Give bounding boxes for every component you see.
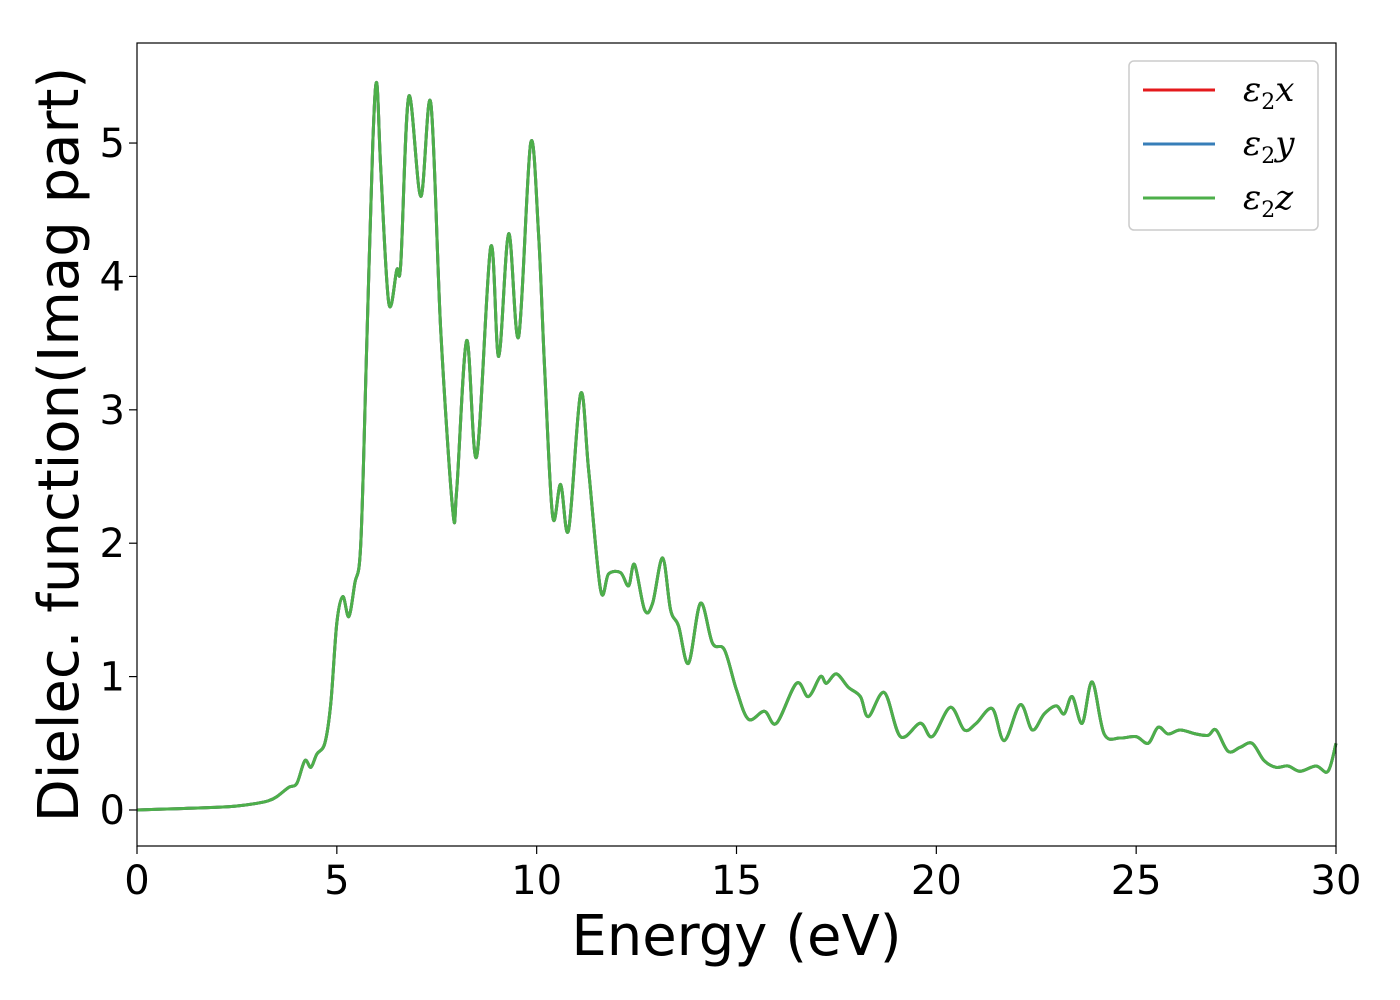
x-tick-label: 5 <box>324 858 349 904</box>
y-tick-label: 0 <box>100 788 125 834</box>
y-tick-label: 2 <box>100 521 125 567</box>
x-tick-label: 0 <box>124 858 149 904</box>
x-tick-label: 10 <box>511 858 562 904</box>
x-tick-label: 30 <box>1311 858 1362 904</box>
y-tick-label: 3 <box>100 388 125 434</box>
legend: ε2x ε2y ε2z <box>1128 60 1319 231</box>
x-axis-label: Energy (eV) <box>571 904 901 969</box>
legend-label-y: ε2y <box>1243 124 1295 169</box>
y-tick-label: 4 <box>100 254 125 300</box>
legend-box <box>1128 60 1319 231</box>
x-tick-label: 20 <box>911 858 962 904</box>
series-line-z <box>136 80 1338 812</box>
x-tick-label: 25 <box>1111 858 1162 904</box>
series-layer <box>136 80 1338 812</box>
y-tick-label: 5 <box>100 121 125 167</box>
x-tick-label: 15 <box>711 858 762 904</box>
legend-label-z: ε2z <box>1243 178 1294 223</box>
legend-label-x: ε2x <box>1243 70 1294 115</box>
y-axis-label: Dielec. function(Imag part) <box>27 67 92 823</box>
y-tick-label: 1 <box>100 655 125 701</box>
ticks-layer: 0 5 10 15 20 25 30 0 1 2 3 4 5 <box>100 121 1362 904</box>
